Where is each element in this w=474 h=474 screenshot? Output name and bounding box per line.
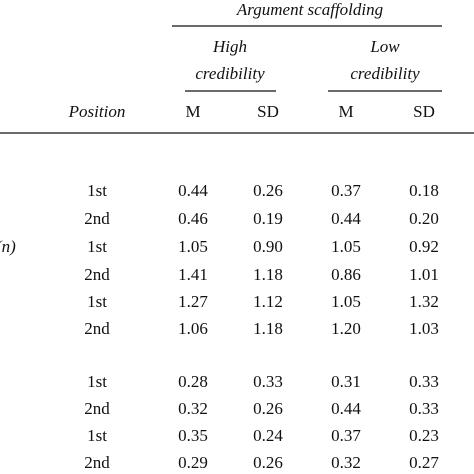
value-cell: 0.90: [253, 237, 283, 256]
position-cell: 1st: [87, 426, 107, 445]
value-cell: 0.26: [253, 399, 283, 418]
value-cell: 0.29: [178, 453, 208, 472]
position-cell: 1st: [87, 372, 107, 391]
value-cell: 0.46: [178, 209, 208, 228]
value-cell: 0.92: [409, 237, 439, 256]
value-cell: 0.33: [253, 372, 283, 391]
value-cell: 1.27: [178, 292, 208, 311]
value-cell: 0.37: [331, 426, 361, 445]
position-cell: 2nd: [84, 265, 110, 284]
value-cell: 1.41: [178, 265, 208, 284]
value-cell: 0.35: [178, 426, 208, 445]
position-cell: 1st: [87, 181, 107, 200]
position-cell: 2nd: [84, 209, 110, 228]
value-cell: 0.28: [178, 372, 208, 391]
value-cell: 0.23: [409, 426, 439, 445]
value-cell: 0.20: [409, 209, 439, 228]
value-cell: 0.86: [331, 265, 361, 284]
value-cell: 1.03: [409, 319, 439, 338]
value-cell: 0.24: [253, 426, 283, 445]
value-cell: 1.18: [253, 265, 283, 284]
column-header: SD: [257, 102, 279, 121]
value-cell: 1.05: [331, 292, 361, 311]
subgroup-header: credibility: [350, 64, 420, 83]
value-cell: 1.20: [331, 319, 361, 338]
position-cell: 2nd: [84, 319, 110, 338]
subgroup-header: High: [212, 37, 247, 56]
column-header: M: [185, 102, 200, 121]
position-cell: 1st: [87, 292, 107, 311]
value-cell: 0.33: [409, 372, 439, 391]
value-cell: 1.12: [253, 292, 283, 311]
column-header: M: [338, 102, 353, 121]
value-cell: 0.26: [253, 181, 283, 200]
subgroup-header: credibility: [195, 64, 265, 83]
position-cell: 2nd: [84, 453, 110, 472]
column-header: SD: [413, 102, 435, 121]
value-cell: 1.32: [409, 292, 439, 311]
value-cell: 1.05: [331, 237, 361, 256]
group-header: Argument scaffolding: [236, 0, 383, 19]
value-cell: 1.18: [253, 319, 283, 338]
subgroup-header: Low: [369, 37, 400, 56]
value-cell: 0.26: [253, 453, 283, 472]
value-cell: 0.33: [409, 399, 439, 418]
position-cell: 2nd: [84, 399, 110, 418]
value-cell: 0.37: [331, 181, 361, 200]
value-cell: 0.18: [409, 181, 439, 200]
value-cell: 0.19: [253, 209, 283, 228]
position-header: Position: [68, 102, 126, 121]
side-label: (n): [0, 237, 16, 256]
position-cell: 1st: [87, 237, 107, 256]
value-cell: 1.05: [178, 237, 208, 256]
value-cell: 0.44: [331, 399, 361, 418]
value-cell: 0.44: [331, 209, 361, 228]
value-cell: 1.01: [409, 265, 439, 284]
value-cell: 0.31: [331, 372, 361, 391]
value-cell: 0.44: [178, 181, 208, 200]
value-cell: 1.06: [178, 319, 208, 338]
value-cell: 0.32: [178, 399, 208, 418]
value-cell: 0.32: [331, 453, 361, 472]
value-cell: 0.27: [409, 453, 439, 472]
